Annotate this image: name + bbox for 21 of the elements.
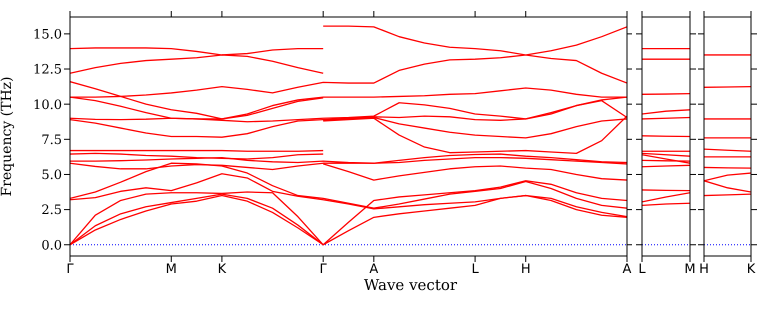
y-tick-label: 10.0 (33, 98, 62, 113)
y-tick-label: 12.5 (33, 62, 62, 78)
x-tick-label: Γ (320, 262, 328, 278)
x-tick-label: M (684, 262, 696, 278)
y-axis-title: Frequency (THz) (0, 76, 15, 197)
x-tick-label: L (471, 262, 480, 278)
x-tick-label: M (166, 262, 177, 278)
x-tick-label: H (699, 262, 709, 278)
x-tick-label: Γ (66, 262, 74, 278)
x-tick-label: A (622, 262, 632, 278)
x-tick-label: L (638, 262, 646, 278)
x-tick-label: H (520, 262, 531, 278)
x-tick-label: A (369, 262, 378, 278)
x-tick-label: K (746, 262, 756, 278)
y-tick-label: 2.5 (41, 203, 62, 218)
y-tick-label: 15.0 (33, 27, 62, 42)
y-tick-label: 5.0 (41, 168, 62, 184)
y-tick-label: 0.0 (41, 238, 62, 254)
y-tick-label: 7.5 (41, 132, 62, 148)
x-tick-label: K (218, 262, 227, 278)
x-axis-title: Wave vector (362, 276, 458, 294)
